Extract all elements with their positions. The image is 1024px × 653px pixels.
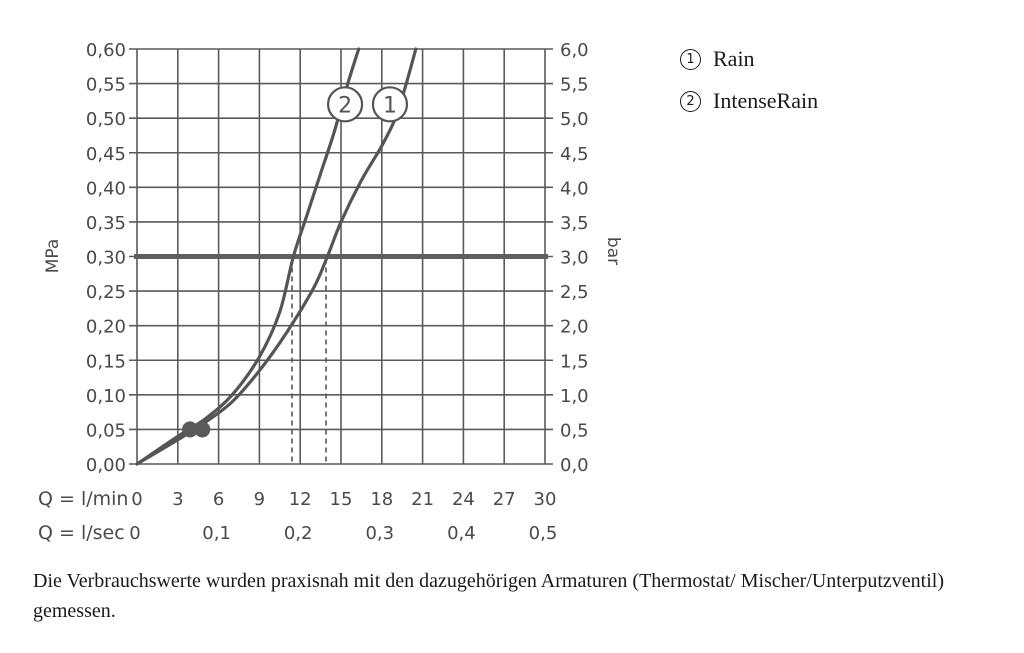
y-left-tick-label: 0,50 xyxy=(86,109,126,130)
legend-item-rain: 1 Rain xyxy=(680,46,755,72)
markers xyxy=(182,421,211,438)
y-left-tick-label: 0,30 xyxy=(86,248,126,269)
x2-tick-label: 0,1 xyxy=(202,523,231,544)
y-left-tick-label: 0,15 xyxy=(86,351,126,372)
callout-circle-1 xyxy=(371,86,409,123)
callout-label-1: 1 xyxy=(383,93,397,118)
y-right-axis-title: bar xyxy=(603,237,623,265)
pressure-flow-chart: 12 0 3 6 9 12 15 18 21 24 27 300 0,1 0,2 0,3 0,4 0,50,0… xyxy=(38,40,623,544)
x-tick-label: 27 xyxy=(493,489,516,510)
y-left-tick-label: 0,25 xyxy=(86,282,126,303)
y-right-tick-label: 6,0 xyxy=(560,40,589,61)
legend-number-badge: 1 xyxy=(680,48,701,70)
y-left-tick-label: 0,10 xyxy=(86,386,126,407)
footnote: Die Verbrauchswerte wurden praxisnah mit… xyxy=(33,570,944,622)
y-right-tick-label: 1,0 xyxy=(560,386,589,407)
y-left-tick-label: 0,00 xyxy=(86,455,126,476)
x2-tick-label: 0,3 xyxy=(365,523,394,544)
x2-tick-label: 0,2 xyxy=(284,523,313,544)
callout-label-2: 2 xyxy=(338,93,352,118)
x-tick-label: 30 xyxy=(534,489,557,510)
y-right-tick-label: 0,0 xyxy=(560,455,589,476)
y-left-tick-label: 0,40 xyxy=(86,178,126,199)
x-tick-label: 12 xyxy=(289,489,312,510)
callout-circle-2 xyxy=(326,86,364,123)
legend-label: Rain xyxy=(713,46,755,71)
y-right-tick-label: 4,5 xyxy=(560,144,589,165)
x-tick-label: 21 xyxy=(411,489,434,510)
y-right-tick-label: 4,0 xyxy=(560,178,589,199)
y-right-tick-label: 0,5 xyxy=(560,420,589,441)
x-tick-label: 9 xyxy=(254,489,265,510)
x-tick-label: 24 xyxy=(452,489,475,510)
y-right-tick-label: 2,5 xyxy=(560,282,589,303)
x-axis-title-lsec: Q = l/sec xyxy=(38,522,125,544)
x2-tick-label: 0,4 xyxy=(447,523,476,544)
y-right-tick-label: 5,0 xyxy=(560,109,589,130)
y-left-tick-label: 0,55 xyxy=(86,75,126,96)
y-left-tick-label: 0,60 xyxy=(86,40,126,61)
y-left-tick-label: 0,35 xyxy=(86,213,126,234)
droplines xyxy=(291,258,327,464)
callouts: 12 xyxy=(326,86,409,123)
y-right-tick-label: 1,5 xyxy=(560,351,589,372)
x-tick-label: 0 xyxy=(131,489,142,510)
y-right-tick-label: 2,0 xyxy=(560,317,589,338)
x-axis-title-lmin: Q = l/min xyxy=(38,488,128,510)
x-tick-label: 3 xyxy=(172,489,183,510)
legend-number-badge: 2 xyxy=(680,90,701,112)
y-left-tick-label: 0,45 xyxy=(86,144,126,165)
x-tick-label: 18 xyxy=(370,489,393,510)
legend-label: IntenseRain xyxy=(713,88,819,113)
series-marker-2 xyxy=(182,421,199,438)
x2-tick-label: 0 xyxy=(129,523,140,544)
y-left-tick-label: 0,05 xyxy=(86,420,126,441)
y-left-axis-title: MPa xyxy=(43,239,63,274)
y-left-tick-label: 0,20 xyxy=(86,317,126,338)
series-marker-1 xyxy=(194,421,211,438)
y-right-tick-label: 3,0 xyxy=(560,248,589,269)
legend-item-intenserain: 2 IntenseRain xyxy=(680,88,818,114)
x2-tick-label: 0,5 xyxy=(529,523,558,544)
series-line-2 xyxy=(135,47,361,466)
y-right-tick-label: 5,5 xyxy=(560,75,589,96)
y-right-tick-label: 3,5 xyxy=(560,213,589,234)
x-tick-label: 15 xyxy=(330,489,353,510)
x-tick-label: 6 xyxy=(213,489,224,510)
tick-labels: 0 3 6 9 12 15 18 21 24 27 300 0,1 0,2 0,3 0,4 0,50,00 0,… xyxy=(86,40,589,544)
